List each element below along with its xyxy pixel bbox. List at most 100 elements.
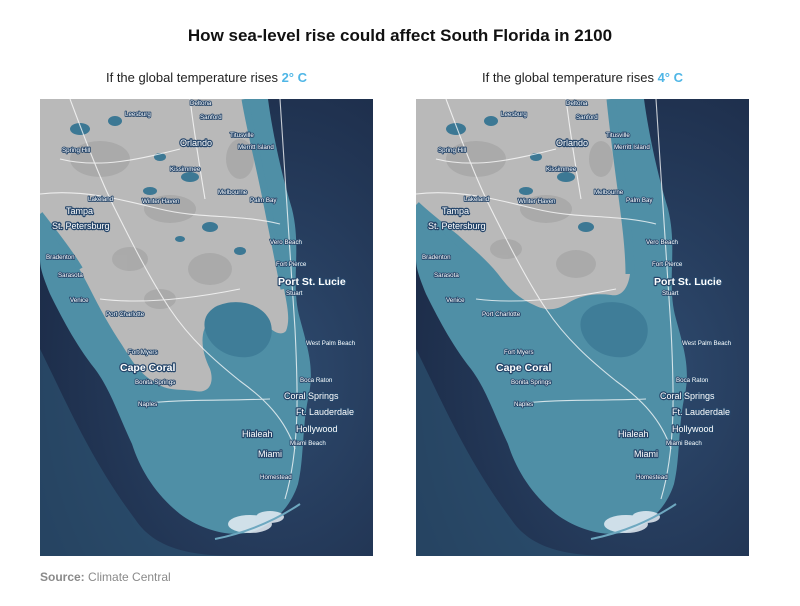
city-label: Boca Raton — [300, 377, 333, 384]
chart-title: How sea-level rise could affect South Fl… — [187, 26, 613, 45]
city-label: Sarasota — [58, 272, 83, 279]
temperature-value: 4° C — [657, 70, 684, 85]
city-labels: Deltona Leesburg Sanford Titusville Orla… — [421, 99, 732, 482]
city-label: St. Petersburg — [52, 221, 110, 231]
city-label: Tampa — [66, 206, 93, 216]
city-label: Lakeland — [464, 196, 490, 203]
city-label: Bradenton — [422, 254, 451, 261]
city-label: Naples — [138, 401, 157, 408]
city-label: Orlando — [556, 138, 588, 148]
city-label: Naples — [514, 401, 533, 408]
city-label: Bonita Springs — [511, 379, 551, 386]
city-label: Fort Myers — [504, 349, 534, 356]
city-label: Venice — [446, 297, 465, 304]
city-label: Port St. Lucie — [278, 276, 346, 288]
caption-text: If the global temperature rises — [105, 70, 282, 85]
temperature-value: 2° C — [281, 70, 308, 85]
city-label: Merritt Island — [238, 144, 274, 151]
city-label: Titusville — [606, 132, 630, 139]
city-label: Vero Beach — [646, 239, 679, 246]
east-coast-flood — [241, 99, 288, 290]
city-label: Melbourne — [218, 189, 248, 196]
flood-map-2c: Deltona Leesburg Sanford Titusville Orla… — [40, 99, 373, 556]
gulf-shelf — [40, 349, 240, 556]
city-label: Ft. Lauderdale — [296, 407, 354, 417]
city-label: Port Charlotte — [106, 311, 145, 318]
city-label: Coral Springs — [284, 391, 339, 401]
city-label: Leesburg — [501, 111, 527, 118]
city-label: Venice — [70, 297, 89, 304]
city-label: Merritt Island — [614, 144, 650, 151]
clouds — [228, 511, 284, 533]
city-label: Hialeah — [618, 429, 649, 439]
city-label: Deltona — [566, 100, 588, 107]
city-label: Fort Pierce — [276, 261, 307, 268]
city-label: Spring Hill — [62, 147, 90, 154]
city-label: Sanford — [576, 114, 598, 121]
city-label: Spring Hill — [438, 147, 466, 154]
clouds — [604, 511, 660, 533]
city-label: Leesburg — [125, 111, 151, 118]
city-label: Kissimmee — [546, 166, 577, 173]
city-label: West Palm Beach — [682, 340, 732, 347]
lake-okeechobee — [580, 302, 648, 358]
city-label: Stuart — [662, 290, 679, 297]
map-2c-svg: Deltona Leesburg Sanford Titusville Orla… — [40, 99, 373, 556]
city-label: Sarasota — [434, 272, 459, 279]
city-label: Fort Pierce — [652, 261, 683, 268]
city-label: St. Petersburg — [428, 221, 486, 231]
city-label: Homestead — [260, 474, 292, 481]
city-label: Palm Bay — [626, 197, 653, 204]
caption-text: If the global temperature rises — [481, 70, 658, 85]
city-label: Tampa — [442, 206, 469, 216]
gulf-shelf — [416, 349, 616, 556]
lake-okeechobee — [204, 302, 272, 358]
flood-map-4c: Deltona Leesburg Sanford Titusville Orla… — [416, 99, 749, 556]
map-4c-svg: Deltona Leesburg Sanford Titusville Orla… — [416, 99, 749, 556]
city-label: Bonita Springs — [135, 379, 175, 386]
city-label: Lakeland — [88, 196, 114, 203]
city-label: Melbourne — [594, 189, 624, 196]
florida-keys — [214, 503, 301, 540]
city-label: Hollywood — [672, 424, 714, 434]
city-label: Titusville — [230, 132, 254, 139]
city-label: Homestead — [636, 474, 668, 481]
panel-caption-4c: If the global temperature rises 4° C — [416, 70, 749, 85]
city-label: West Palm Beach — [306, 340, 356, 347]
city-label: Miami — [258, 449, 282, 459]
land-texture — [446, 141, 613, 278]
city-label: Palm Bay — [250, 197, 277, 204]
city-label: Miami Beach — [666, 440, 702, 447]
lakes — [70, 116, 246, 255]
city-label: Boca Raton — [676, 377, 709, 384]
city-labels: Deltona Leesburg Sanford Titusville Orla… — [45, 99, 356, 482]
city-label: Coral Springs — [660, 391, 715, 401]
city-label: Miami Beach — [290, 440, 326, 447]
source-note: Source: Climate Central — [40, 570, 171, 584]
city-label: Fort Myers — [128, 349, 158, 356]
city-label: Cape Coral — [120, 362, 176, 374]
city-label: Port Charlotte — [482, 311, 521, 318]
city-label: Vero Beach — [270, 239, 303, 246]
land-texture — [70, 139, 254, 309]
source-label: Source: — [40, 570, 85, 584]
city-label: Deltona — [190, 100, 212, 107]
city-label: Hollywood — [296, 424, 338, 434]
west-coast-flood — [40, 212, 83, 271]
city-label: Winter Haven — [518, 198, 556, 205]
city-label: Miami — [634, 449, 658, 459]
city-label: Kissimmee — [170, 166, 201, 173]
west-coast-flood — [416, 202, 469, 252]
city-label: Cape Coral — [496, 362, 552, 374]
florida-keys — [590, 503, 677, 540]
city-label: Bradenton — [46, 254, 75, 261]
city-label: Sanford — [200, 114, 222, 121]
highways — [416, 99, 674, 500]
city-label: Winter Haven — [142, 198, 180, 205]
city-label: Ft. Lauderdale — [672, 407, 730, 417]
east-coast-flood — [606, 99, 635, 275]
city-label: Stuart — [286, 290, 303, 297]
city-label: Hialeah — [242, 429, 273, 439]
city-label: Orlando — [180, 138, 212, 148]
city-label: Port St. Lucie — [654, 276, 722, 288]
